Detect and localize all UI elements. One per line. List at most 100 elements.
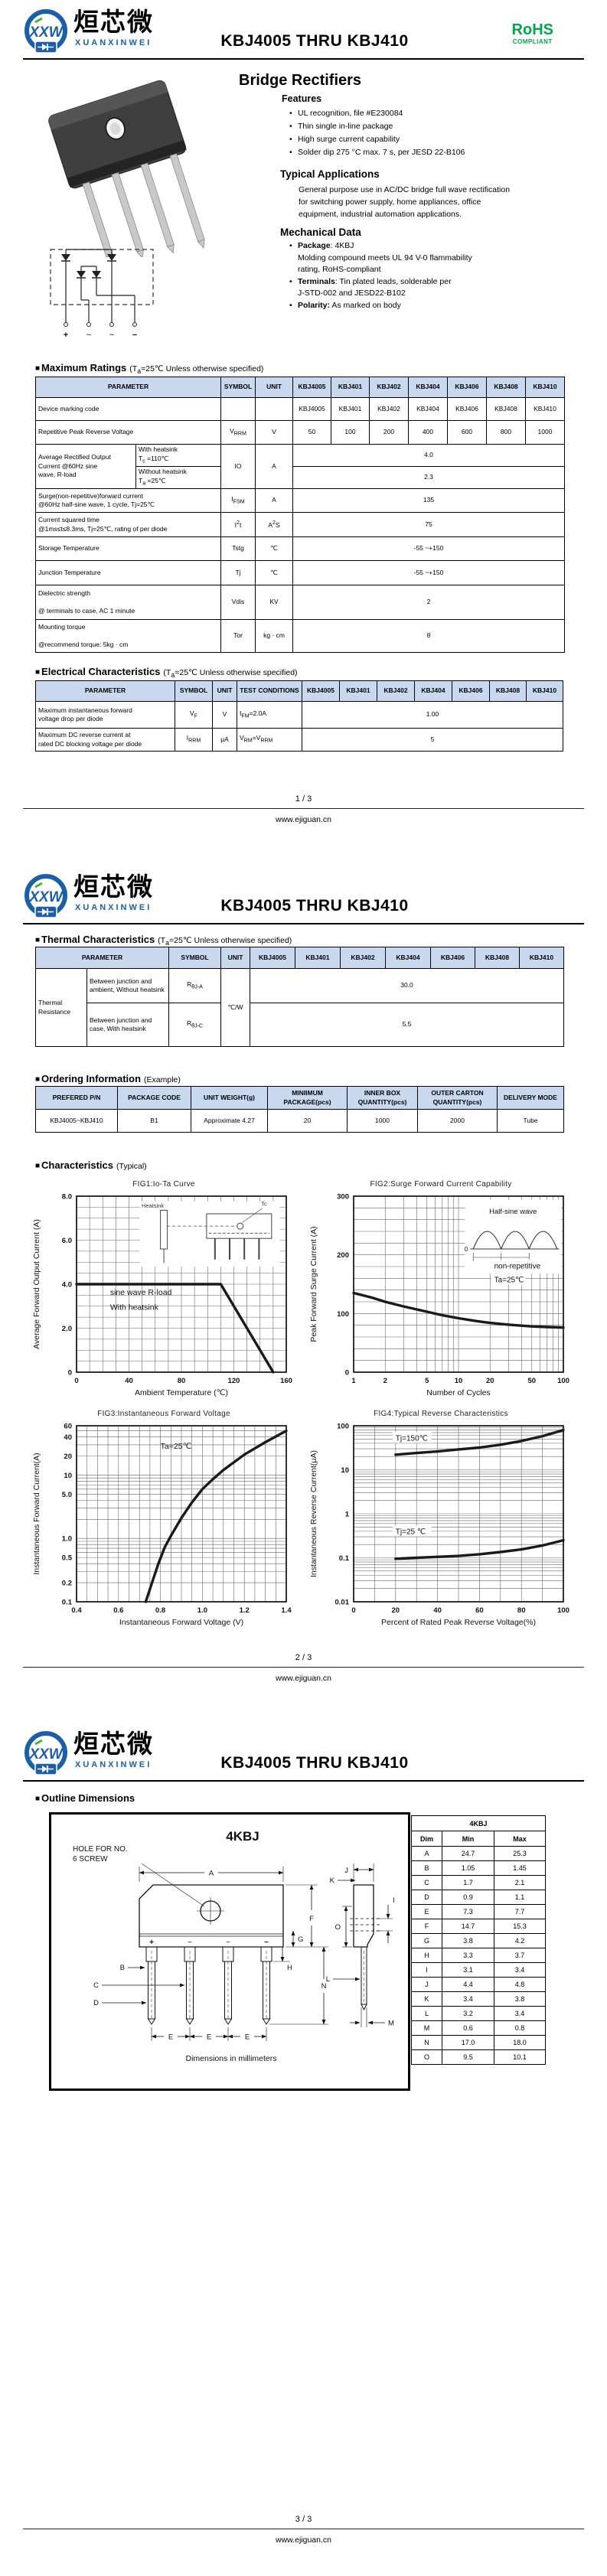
svg-text:6 SCREW: 6 SCREW [73,1855,108,1864]
dim-table-row: G 3.8 4.2 [411,1933,547,1948]
svg-text:5: 5 [425,1377,429,1385]
svg-text:A: A [209,1870,214,1878]
fig3-forward-voltage: FIG3:Instantaneous Forward Voltage 0.4 0.… [29,1410,299,1639]
brand-name-cn: 烜芯微 [73,8,154,36]
dimensions-note: Dimensions in millimeters [185,2054,276,2063]
electrical-heading: ■ Electrical Characteristics (Ta=25℃ Unles… [35,666,298,680]
mechanical-list: • Package: 4KBJ Molding compound meets UL … [289,240,472,311]
svg-text:10: 10 [64,1472,72,1480]
table-row: Mounting torque @recommend torque: 5kg · … [35,619,565,653]
table-header-row: PREFERED P/N PACKAGE CODE UNIT WEIGHT(g)… [35,1086,564,1110]
dim-O [342,1906,352,1948]
svg-text:1.0: 1.0 [62,1535,72,1544]
svg-text:200: 200 [337,1251,349,1260]
svg-text:5.0: 5.0 [62,1491,72,1499]
fig2-surge-capability: FIG2:Surge Forward Current Capability Ha… [306,1180,576,1410]
header-rule [23,1780,584,1782]
bridge-schematic: + ~ ~ − [50,249,154,340]
svg-text:8.0: 8.0 [62,1193,72,1202]
svg-text:20: 20 [486,1377,494,1385]
dim-table-row: K 3.4 3.8 [411,1991,547,2007]
diode-icon [38,1766,54,1772]
max-ratings-table-wrap: PARAMETER SYMBOL UNIT KBJ4005 KBJ401 KBJ… [35,377,565,653]
svg-text:0: 0 [465,1246,468,1253]
front-view [139,1884,284,1948]
rohs-label: RoHS [511,21,553,38]
doc-title: KBJ4005 THRU KBJ410 [220,1754,409,1772]
svg-text:K: K [330,1877,335,1885]
fig1-io-ta-curve: FIG1:Io-Ta Curve Heatsink Tc 0 40 80 120 160 0 2… [29,1180,299,1410]
dim-table-row: I 3.1 3.4 [411,1962,547,1978]
table-row: Repetitive Peak Reverse Voltage VRRM V 5… [35,420,565,445]
page3-footer: 3 / 3 www.ejiguan.cn [23,2515,584,2545]
svg-text:Ta=25℃: Ta=25℃ [494,1277,524,1285]
features-list: • UL recognition, file #E230084 • Thin sing… [289,107,465,159]
page-header: XXW 烜芯微 XUANXINWEI KBJ4005 THRU KBJ410 R… [23,9,584,57]
electrical-table: PARAMETER SYMBOL UNIT TEST CONDITIONS KB… [35,680,563,752]
dim-table-wrap: 4KBJ Dim Min Max A 24.7 25.3 B [410,1815,547,2065]
svg-text:0.2: 0.2 [62,1580,72,1588]
svg-text:N: N [321,1982,327,1991]
svg-text:Instantaneous Forward Current(: Instantaneous Forward Current(A) [32,1453,41,1574]
svg-text:+: + [149,1939,154,1947]
table-row: KBJ4005~KBJ410 B1 Approximate 4.27 20 10… [35,1109,564,1133]
fig3-chart: 0.4 0.6 0.8 1.0 1.2 1.4 0.1 0.2 0.5 1.0 5.0 10 20 40 6… [32,1423,292,1628]
page-1: XXW 烜芯微 XUANXINWEI KBJ4005 THRU KBJ410 R… [0,0,607,865]
svg-text:0.4: 0.4 [71,1606,82,1615]
page-number: 3 / 3 [295,2515,312,2524]
fig4-reverse-characteristics: FIG4:Typical Reverse Characteristics 0 20… [306,1410,576,1639]
dim-N [269,1946,328,2025]
diode-icon [38,44,54,51]
svg-text:Half-sine wave: Half-sine wave [489,1208,537,1216]
svg-text:120: 120 [228,1377,240,1385]
table-row: Surge(non-repetitive)forward current @60H… [35,488,565,513]
fig3-title: FIG3:Instantaneous Forward Voltage [97,1410,230,1418]
svg-text:50: 50 [527,1377,536,1385]
svg-text:~: ~ [188,1939,192,1947]
svg-text:H: H [287,1964,292,1972]
section-bullet-icon: ■ [35,1075,41,1084]
svg-text:0: 0 [351,1606,355,1615]
svg-text:Tc: Tc [261,1201,267,1208]
dim-table-row: H 3.3 3.7 [411,1948,547,1963]
svg-text:G: G [298,1935,303,1944]
ordering-table: PREFERED P/N PACKAGE CODE UNIT WEIGHT(g)… [35,1086,564,1133]
svg-text:40: 40 [64,1433,72,1442]
dim-table-row: J 4.4 4.8 [411,1977,547,1992]
svg-text:100: 100 [557,1606,569,1615]
svg-text:Average Forward Output Current: Average Forward Output Current (A) [32,1219,41,1349]
section-bullet-icon: ■ [35,668,41,677]
dim-I [376,1905,393,1943]
svg-text:D: D [93,1999,99,2007]
diode-icon [38,908,54,915]
max-ratings-heading: ■ Maximum Ratings (Ta=25℃ Unless otherwise… [35,362,264,376]
svg-text:300: 300 [337,1193,349,1202]
svg-text:0.1: 0.1 [339,1554,350,1563]
rohs-badge: RoHS COMPLIANT [512,21,553,45]
side-view [350,1884,380,2011]
svg-text:80: 80 [517,1606,526,1615]
svg-text:4.0: 4.0 [62,1281,72,1290]
table-row: Maximum instantaneous forward voltage dro… [35,701,563,729]
svg-text:60: 60 [64,1423,72,1431]
dim-M [350,2007,385,2027]
svg-text:~: ~ [86,331,91,340]
header-rule [23,58,584,60]
svg-text:−: − [132,331,137,340]
dim-table-row: E 7.3 7.7 [411,1904,547,1919]
applications-line: General purpose use in AC/DC bridge full… [299,185,511,194]
section-bullet-icon: ■ [35,364,41,373]
outline-drawing: 4KBJ HOLE FOR NO. 6 SCREW + ~ ~ − [73,1829,395,2063]
svg-text:F: F [309,1915,314,1923]
max-ratings-table: PARAMETER SYMBOL UNIT KBJ4005 KBJ401 KBJ… [35,377,565,653]
svg-text:0.6: 0.6 [113,1606,123,1615]
thermal-table-wrap: PARAMETER SYMBOL UNIT KBJ4005 KBJ401 KBJ… [35,947,564,1047]
dim-table-row: L 3.2 3.4 [411,2006,547,2021]
features-heading: Features [282,93,322,104]
svg-text:~: ~ [109,331,114,340]
svg-text:160: 160 [280,1377,292,1385]
table-header-row: PARAMETER SYMBOL UNIT KBJ4005 KBJ401 KBJ… [35,377,565,398]
svg-text:2: 2 [383,1377,387,1385]
schematic-wires [65,249,135,322]
mechanical-item: • Package: 4KBJ [289,240,472,253]
